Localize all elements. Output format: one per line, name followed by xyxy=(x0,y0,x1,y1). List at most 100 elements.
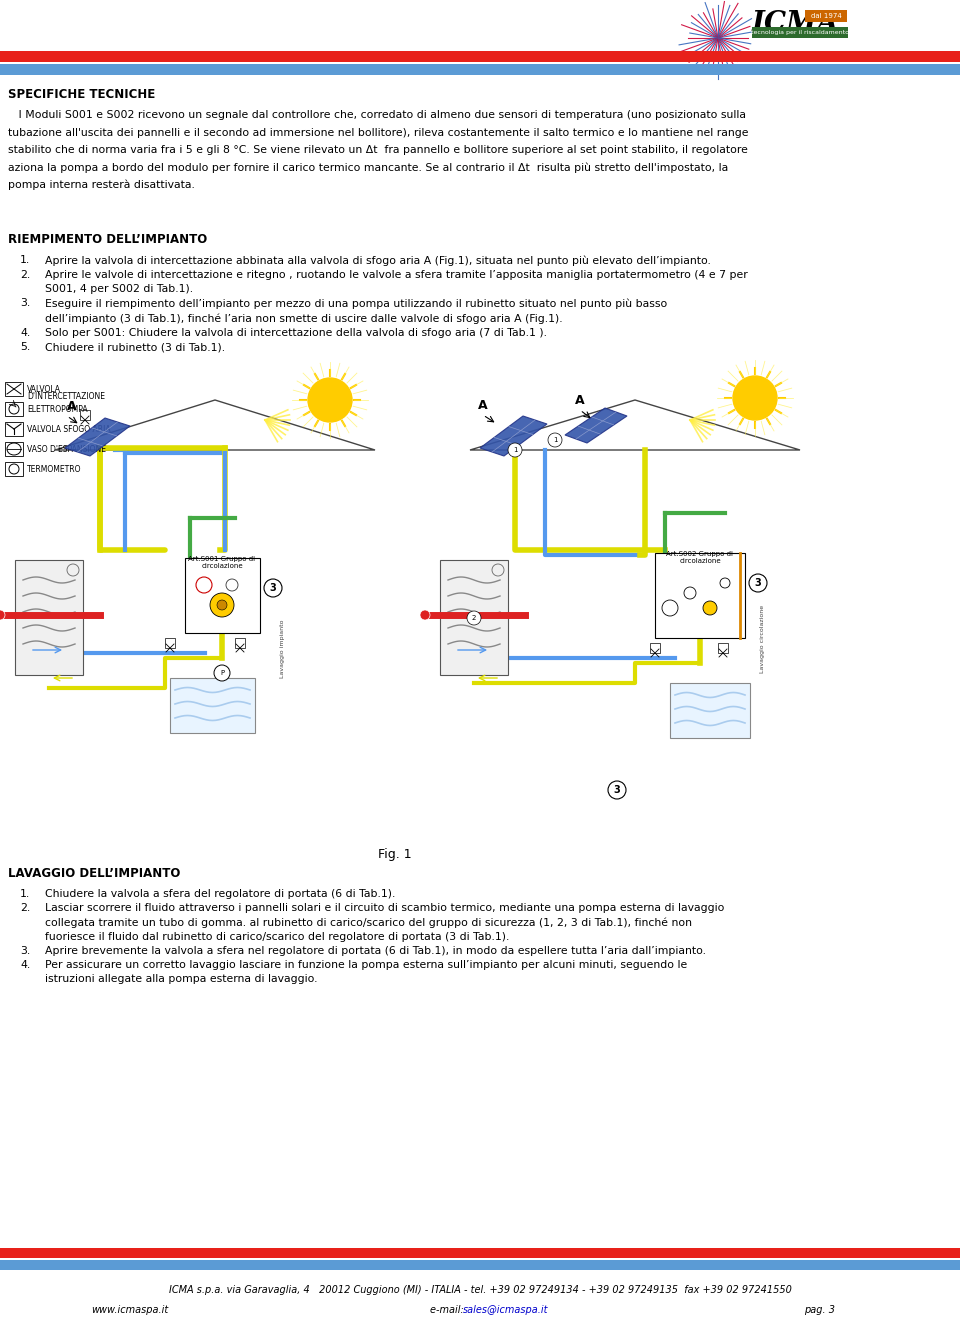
Text: VALVOLA: VALVOLA xyxy=(27,385,61,394)
Text: istruzioni allegate alla pompa esterna di lavaggio.: istruzioni allegate alla pompa esterna d… xyxy=(45,975,318,984)
Text: P: P xyxy=(220,670,224,677)
Text: Lavaggio circolazione: Lavaggio circolazione xyxy=(760,604,765,673)
Circle shape xyxy=(467,611,481,624)
Circle shape xyxy=(0,610,5,620)
Text: VALVOLA SFOGO ARIA: VALVOLA SFOGO ARIA xyxy=(27,425,110,435)
Circle shape xyxy=(508,443,522,457)
Text: LAVAGGIO DELL’IMPIANTO: LAVAGGIO DELL’IMPIANTO xyxy=(8,866,180,880)
Bar xyxy=(805,9,847,21)
Text: A: A xyxy=(575,394,585,406)
Bar xyxy=(165,638,175,648)
Text: TERMOMETRO: TERMOMETRO xyxy=(27,465,82,475)
Text: A: A xyxy=(478,398,488,412)
Text: 4.: 4. xyxy=(20,960,31,971)
Text: 3: 3 xyxy=(755,578,761,588)
Circle shape xyxy=(264,579,282,598)
Text: 1: 1 xyxy=(553,437,557,443)
Polygon shape xyxy=(480,416,547,456)
Circle shape xyxy=(548,433,562,447)
Text: aziona la pompa a bordo del modulo per fornire il carico termico mancante. Se al: aziona la pompa a bordo del modulo per f… xyxy=(8,163,729,172)
Text: 3: 3 xyxy=(613,785,620,796)
Text: Lasciar scorrere il fluido attraverso i pannelli solari e il circuito di scambio: Lasciar scorrere il fluido attraverso i … xyxy=(45,904,725,913)
Bar xyxy=(170,678,255,733)
Bar xyxy=(5,443,23,456)
Bar xyxy=(0,51,960,62)
Text: 2: 2 xyxy=(471,615,476,620)
Circle shape xyxy=(703,602,717,615)
Text: dell’impianto (3 di Tab.1), finché l’aria non smette di uscire dalle valvole di : dell’impianto (3 di Tab.1), finché l’ari… xyxy=(45,313,563,324)
Text: S001, 4 per S002 di Tab.1).: S001, 4 per S002 di Tab.1). xyxy=(45,283,193,294)
Bar xyxy=(235,638,245,648)
Text: 2.: 2. xyxy=(20,904,31,913)
Polygon shape xyxy=(565,408,627,443)
Circle shape xyxy=(214,664,230,681)
Text: ICMA: ICMA xyxy=(752,9,839,37)
Text: A: A xyxy=(67,400,77,413)
Text: tecnologia per il riscaldamento: tecnologia per il riscaldamento xyxy=(751,29,849,35)
Text: sales@icmaspa.it: sales@icmaspa.it xyxy=(463,1305,548,1316)
Circle shape xyxy=(733,376,777,420)
Text: fuoriesce il fluido dal rubinetto di carico/scarico del regolatore di portata (3: fuoriesce il fluido dal rubinetto di car… xyxy=(45,932,510,941)
Text: Fig. 1: Fig. 1 xyxy=(378,848,412,861)
Bar xyxy=(15,560,83,675)
Text: I Moduli S001 e S002 ricevono un segnale dal controllore che, corredato di almen: I Moduli S001 e S002 ricevono un segnale… xyxy=(8,110,746,120)
Bar xyxy=(440,560,508,675)
Text: ELETTROPOMPA: ELETTROPOMPA xyxy=(27,405,87,414)
Text: ICMA s.p.a. via Garavaglia, 4   20012 Cuggiono (MI) - ITALIA - tel. +39 02 97249: ICMA s.p.a. via Garavaglia, 4 20012 Cugg… xyxy=(169,1285,791,1296)
Text: RIEMPIMENTO DELL’IMPIANTO: RIEMPIMENTO DELL’IMPIANTO xyxy=(8,233,207,246)
Text: Aprire la valvola di intercettazione abbinata alla valvola di sfogo aria A (Fig.: Aprire la valvola di intercettazione abb… xyxy=(45,255,710,266)
Bar xyxy=(185,558,260,632)
Text: Art.S002 Gruppo di
circolazione: Art.S002 Gruppo di circolazione xyxy=(666,551,733,564)
Bar xyxy=(650,643,660,652)
Bar xyxy=(0,64,960,75)
Circle shape xyxy=(308,378,352,422)
Bar xyxy=(655,554,745,638)
Text: Eseguire il riempimento dell’impianto per mezzo di una pompa utilizzando il rubi: Eseguire il riempimento dell’impianto pe… xyxy=(45,298,667,309)
Text: dal 1974: dal 1974 xyxy=(810,13,841,19)
Text: Chiudere il rubinetto (3 di Tab.1).: Chiudere il rubinetto (3 di Tab.1). xyxy=(45,342,226,352)
Circle shape xyxy=(608,781,626,800)
Bar xyxy=(848,51,960,62)
Text: Per assicurare un corretto lavaggio lasciare in funzione la pompa esterna sull’i: Per assicurare un corretto lavaggio lasc… xyxy=(45,960,687,971)
Bar xyxy=(848,64,960,75)
Bar xyxy=(848,39,960,49)
Text: 1.: 1. xyxy=(20,255,31,265)
Text: Solo per S001: Chiudere la valvola di intercettazione della valvola di sfogo ari: Solo per S001: Chiudere la valvola di in… xyxy=(45,328,547,337)
Text: pompa interna resterà disattivata.: pompa interna resterà disattivata. xyxy=(8,180,195,190)
Bar xyxy=(0,1247,960,1258)
Bar xyxy=(80,410,90,420)
Bar xyxy=(718,643,728,652)
Text: 3: 3 xyxy=(270,583,276,594)
Text: Aprire le valvole di intercettazione e ritegno , ruotando le valvole a sfera tra: Aprire le valvole di intercettazione e r… xyxy=(45,270,748,279)
Text: SPECIFICHE TECNICHE: SPECIFICHE TECNICHE xyxy=(8,88,156,102)
Bar xyxy=(5,382,23,396)
Text: stabilito che di norma varia fra i 5 e gli 8 °C. Se viene rilevato un Δt  fra pa: stabilito che di norma varia fra i 5 e g… xyxy=(8,144,748,155)
Text: D'INTERCETTAZIONE: D'INTERCETTAZIONE xyxy=(27,392,105,401)
Bar xyxy=(752,27,848,37)
Text: Aprire brevemente la valvola a sfera nel regolatore di portata (6 di Tab.1), in : Aprire brevemente la valvola a sfera nel… xyxy=(45,945,706,956)
Text: e-mail:: e-mail: xyxy=(430,1305,467,1316)
Text: 1: 1 xyxy=(513,447,517,453)
Polygon shape xyxy=(65,418,130,456)
Text: 3.: 3. xyxy=(20,945,31,956)
Text: VASO D'ESPANSIONE: VASO D'ESPANSIONE xyxy=(27,445,106,455)
Bar xyxy=(5,463,23,476)
Circle shape xyxy=(210,594,234,616)
Circle shape xyxy=(420,610,430,620)
Text: Art.S001 Gruppo di
circolazione: Art.S001 Gruppo di circolazione xyxy=(188,556,255,570)
Bar xyxy=(5,402,23,416)
Text: 3.: 3. xyxy=(20,298,31,309)
Text: Lavaggio impianto: Lavaggio impianto xyxy=(280,619,285,678)
Circle shape xyxy=(749,574,767,592)
Bar xyxy=(5,422,23,436)
Circle shape xyxy=(217,600,227,610)
Text: 4.: 4. xyxy=(20,328,31,337)
Bar xyxy=(670,683,750,738)
Text: www.icmaspa.it: www.icmaspa.it xyxy=(91,1305,169,1316)
Text: tubazione all'uscita dei pannelli e il secondo ad immersione nel bollitore), ril: tubazione all'uscita dei pannelli e il s… xyxy=(8,127,749,138)
Text: 5.: 5. xyxy=(20,342,31,352)
Text: collegata tramite un tubo di gomma. al rubinetto di carico/scarico del gruppo di: collegata tramite un tubo di gomma. al r… xyxy=(45,917,692,928)
Text: Chiudere la valvola a sfera del regolatore di portata (6 di Tab.1).: Chiudere la valvola a sfera del regolato… xyxy=(45,889,396,898)
Bar xyxy=(0,1259,960,1270)
Text: pag. 3: pag. 3 xyxy=(804,1305,835,1316)
